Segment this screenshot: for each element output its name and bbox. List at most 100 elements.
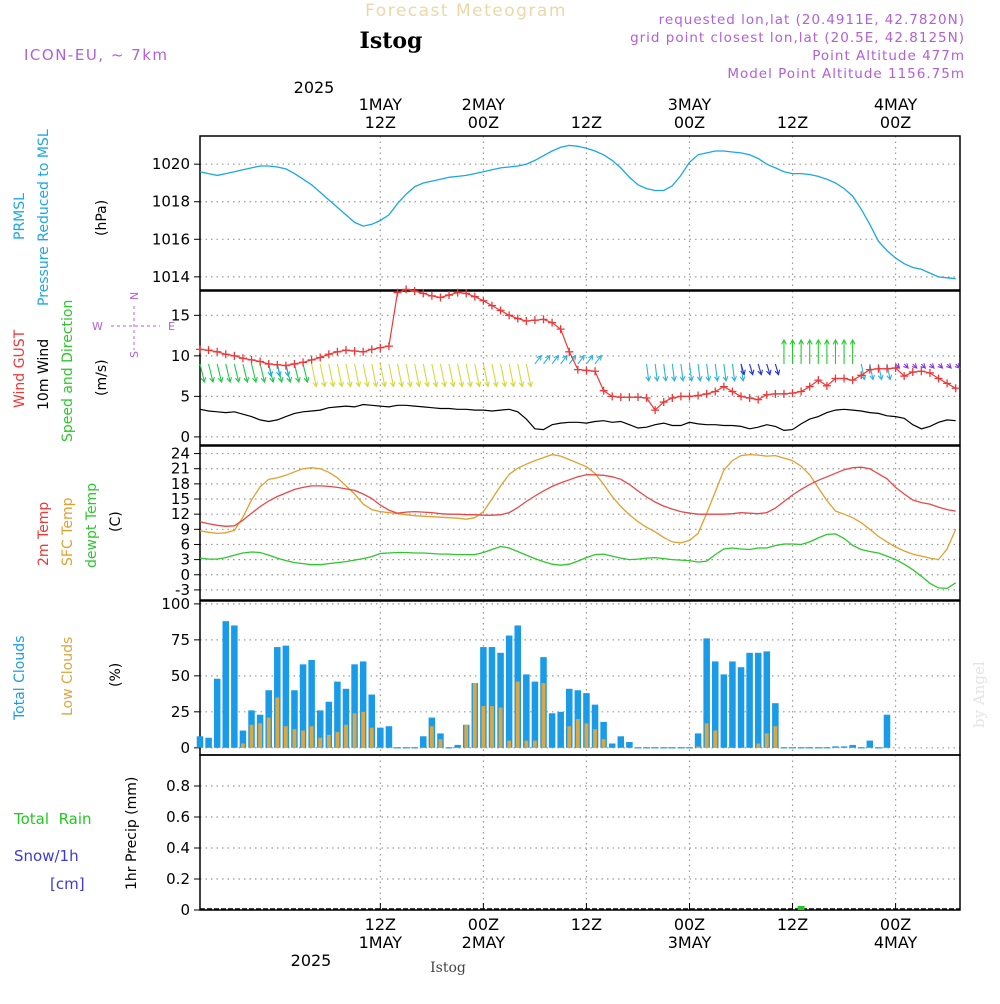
- y-tick-label: 1020: [152, 155, 190, 173]
- total-cloud-bar: [694, 733, 702, 748]
- rain-bar: [797, 906, 805, 910]
- y-tick-label: 1018: [152, 193, 190, 211]
- total-cloud-bar: [454, 744, 461, 748]
- wind-arrow: [259, 363, 267, 384]
- time-label-hour: 00Z: [468, 113, 499, 132]
- gust-marker: [805, 382, 814, 391]
- wind-arrow: [293, 363, 301, 384]
- wind-arrow: [491, 363, 499, 388]
- total-cloud-bar: [334, 681, 341, 748]
- gust-marker: [633, 393, 642, 402]
- gust-marker: [711, 387, 720, 396]
- wind-arrow: [311, 363, 319, 388]
- snow-label: Snow/1h: [14, 847, 79, 865]
- wind-arrow: [199, 363, 207, 384]
- low-cloud-bar: [429, 726, 434, 748]
- wind-arrow: [508, 363, 516, 388]
- gust-marker: [883, 364, 892, 373]
- y-tick-label: 21: [171, 460, 190, 478]
- y-tick-label: 12: [171, 505, 190, 523]
- total-cloud-bar: [342, 688, 350, 748]
- wind-arrow: [671, 363, 677, 383]
- gust-marker: [934, 374, 943, 383]
- time-label-hour: 12Z: [571, 915, 602, 934]
- gust-marker: [341, 346, 350, 355]
- total-cloud-bar: [480, 647, 487, 748]
- y-tick-label: 15: [171, 490, 190, 508]
- time-label-day: 3MAY: [668, 95, 712, 114]
- wind-arrow: [577, 354, 585, 365]
- wind-arrow: [594, 354, 603, 365]
- wind-arrow: [903, 363, 909, 369]
- gust-marker: [496, 306, 505, 315]
- gust-marker: [908, 368, 917, 377]
- low-cloud-bar: [369, 727, 374, 748]
- low-cloud-bar: [567, 726, 572, 748]
- wind-arrow: [225, 363, 232, 384]
- low-cloud-bar: [352, 713, 357, 748]
- total-rain-label: Total Rain: [13, 810, 92, 828]
- total-cloud-bar: [849, 744, 856, 748]
- wind-arrow: [679, 363, 686, 383]
- year-label-top: 2025: [294, 78, 335, 97]
- total-cloud-bar: [222, 621, 230, 748]
- gust-marker: [694, 391, 703, 400]
- wind-arrow: [781, 338, 787, 364]
- gust-marker: [256, 357, 265, 366]
- wind-gust-markers: [196, 285, 960, 415]
- gust-marker: [822, 381, 831, 390]
- time-label-hour: 00Z: [880, 915, 911, 934]
- gust-marker: [299, 358, 308, 367]
- low-cloud-bar: [713, 730, 718, 748]
- gust-marker: [376, 343, 385, 352]
- low-cloud-bar: [756, 743, 761, 748]
- wind-10m-label: 10m Wind: [36, 339, 52, 410]
- time-label-day: 2MAY: [462, 933, 506, 952]
- y-tick-label: 0: [180, 901, 190, 919]
- model-label: ICON-EU, ~ 7km: [24, 46, 169, 64]
- gust-marker: [247, 355, 256, 364]
- low-cloud-bar: [309, 726, 314, 748]
- total-cloud-bar: [325, 701, 333, 748]
- total-cloud-bar: [737, 667, 745, 748]
- wind-arrow: [731, 363, 737, 383]
- total-cloud-bar: [523, 674, 530, 748]
- gust-marker: [350, 346, 359, 355]
- y-tick-label: 15: [171, 306, 190, 324]
- cloud-bars: [196, 621, 891, 749]
- total-cloud-bar: [583, 693, 590, 748]
- gust-marker: [797, 387, 806, 396]
- low-cloud-bar: [481, 706, 486, 748]
- wind-arrow: [302, 363, 310, 384]
- wind-arrow: [208, 363, 215, 384]
- wind-arrow: [448, 363, 456, 388]
- gust-marker: [831, 374, 840, 383]
- y-tick-label: 0.4: [166, 839, 190, 857]
- total-cloud-bar: [299, 664, 307, 748]
- gust-marker: [316, 353, 325, 362]
- compass-s: S: [128, 351, 141, 358]
- wind-arrow: [414, 363, 422, 388]
- gust-marker: [264, 359, 273, 368]
- low-cloud-bar: [301, 730, 305, 748]
- wind-arrow: [748, 363, 755, 376]
- time-label-hour: 12Z: [777, 113, 808, 132]
- total-cloud-bar: [711, 661, 719, 748]
- wind-arrow: [345, 363, 353, 388]
- wind-y-axis: 0 5 10 15: [171, 306, 200, 446]
- wind-arrow: [806, 338, 813, 364]
- low-cloud-bar: [361, 711, 366, 748]
- low-cloud-bar: [344, 724, 348, 748]
- wind-arrow: [815, 338, 822, 364]
- total-cloud-bar: [488, 647, 496, 748]
- total-cloud-bar: [746, 652, 753, 748]
- compass-w: W: [92, 320, 103, 333]
- wind-arrow: [560, 354, 568, 365]
- wind-arrow: [354, 363, 362, 388]
- sfc-temp-label: SFC Temp: [60, 497, 76, 566]
- total-cloud-bar: [231, 625, 238, 748]
- gust-marker: [737, 392, 746, 401]
- total-cloud-bar: [385, 726, 393, 748]
- wind-arrow: [849, 338, 856, 364]
